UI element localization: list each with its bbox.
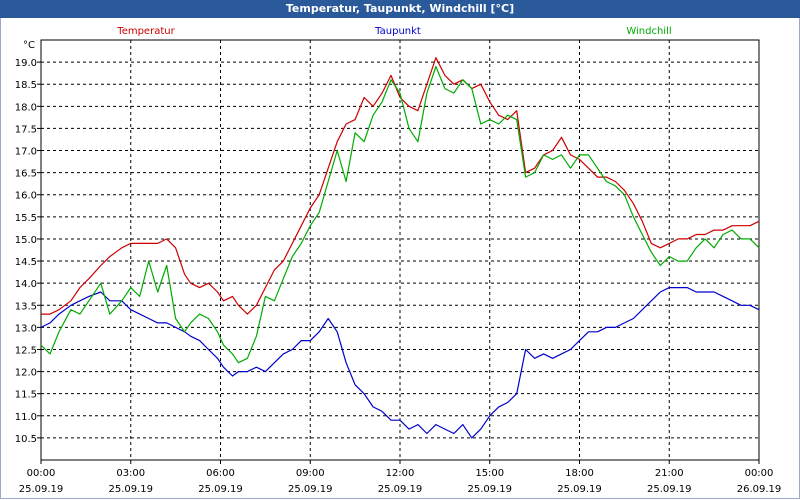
x-tick-date: 26.09.19 (737, 484, 782, 495)
x-tick-time: 15:00 (475, 468, 504, 479)
y-tick-label: 15.5 (15, 213, 37, 224)
x-tick-time: 18:00 (565, 468, 594, 479)
y-tick-label: 19.0 (15, 58, 37, 69)
chart-title: Temperatur, Taupunkt, Windchill [°C] (0, 0, 800, 18)
y-axis-label: °C (23, 40, 35, 51)
y-tick-label: 17.5 (15, 124, 37, 135)
y-tick-label: 14.5 (15, 257, 37, 268)
x-tick-date: 25.09.19 (198, 484, 243, 495)
y-tick-label: 12.0 (15, 368, 37, 379)
x-tick-date: 25.09.19 (378, 484, 423, 495)
legend-taupunkt: Taupunkt (374, 26, 421, 37)
x-tick-date: 25.09.19 (557, 484, 602, 495)
y-tick-label: 12.5 (15, 345, 37, 356)
x-tick-date: 25.09.19 (19, 484, 64, 495)
y-tick-label: 13.0 (15, 323, 37, 334)
y-tick-label: 17.0 (15, 147, 37, 158)
series-line-windchill (40, 65, 760, 364)
x-tick-time: 09:00 (296, 468, 325, 479)
x-tick-time: 03:00 (116, 468, 145, 479)
x-tick-date: 25.09.19 (647, 484, 692, 495)
x-tick-time: 00:00 (27, 468, 56, 479)
y-tick-label: 18.0 (15, 102, 37, 113)
x-tick-date: 25.09.19 (288, 484, 333, 495)
y-tick-label: 11.0 (15, 412, 37, 423)
x-tick-time: 21:00 (655, 468, 684, 479)
y-tick-label: 13.5 (15, 301, 37, 312)
y-tick-label: 16.0 (15, 191, 37, 202)
x-tick-time: 12:00 (386, 468, 415, 479)
y-tick-label: 14.0 (15, 279, 37, 290)
y-tick-label: 18.5 (15, 80, 37, 91)
legend-windchill: Windchill (626, 26, 671, 37)
y-tick-label: 15.0 (15, 235, 37, 246)
y-tick-label: 16.5 (15, 169, 37, 180)
legend-temperatur: Temperatur (116, 26, 175, 37)
y-tick-label: 11.5 (15, 390, 37, 401)
x-tick-date: 25.09.19 (467, 484, 512, 495)
line-chart: 19.0 18.5 18.0 17.5 17.0 16.5 16.0 15.5 15.0 14.5… (15, 26, 782, 495)
series-line-taupunkt (40, 287, 760, 439)
x-tick-time: 00:00 (745, 468, 774, 479)
series-line-temperatur (41, 57, 760, 315)
x-tick-time: 06:00 (206, 468, 235, 479)
chart-frame: 19.0 18.5 18.0 17.5 17.0 16.5 16.0 15.5 15.0 14.5… (0, 18, 800, 499)
y-tick-label: 10.5 (15, 434, 37, 445)
x-tick-date: 25.09.19 (108, 484, 153, 495)
